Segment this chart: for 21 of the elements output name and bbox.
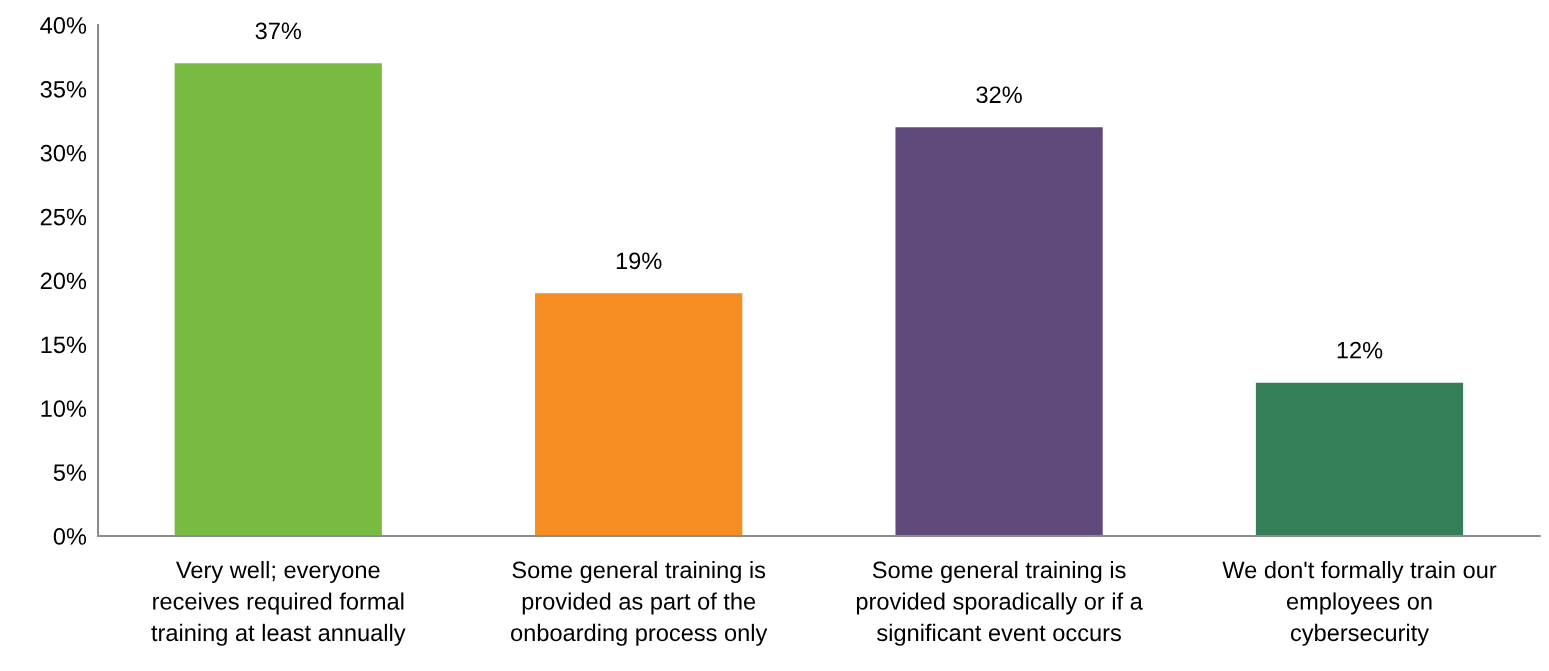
y-tick-label: 35% xyxy=(40,80,87,98)
y-tick-label: 10% xyxy=(41,400,87,418)
x-tick-label: Some general training is provided as part of the onboarding process only xyxy=(511,560,768,646)
x-tick-label: Very well; everyone receives required formal training at least annually xyxy=(151,560,406,646)
x-tick-label: Some general training is provided sporadically or if a significant event occurs xyxy=(856,560,1143,646)
y-tick-label: 30% xyxy=(40,144,87,162)
data-label: 37% xyxy=(255,22,302,40)
bar xyxy=(1255,382,1464,536)
y-tick-label: 0% xyxy=(53,528,87,545)
y-tick-label: 5% xyxy=(53,464,87,481)
y-tick-label: 40% xyxy=(40,17,87,34)
x-tick-label: We don't formally train our employees on cybersecurity xyxy=(1222,560,1497,646)
bar xyxy=(535,293,743,536)
bar xyxy=(895,127,1103,536)
data-label: 12% xyxy=(1337,341,1383,359)
y-tick-label: 20% xyxy=(40,272,87,290)
data-label: 32% xyxy=(976,86,1022,104)
y-tick-label: 25% xyxy=(40,208,87,226)
y-tick-label: 15% xyxy=(41,336,87,354)
bar xyxy=(174,63,382,536)
data-label: 19% xyxy=(616,252,662,270)
